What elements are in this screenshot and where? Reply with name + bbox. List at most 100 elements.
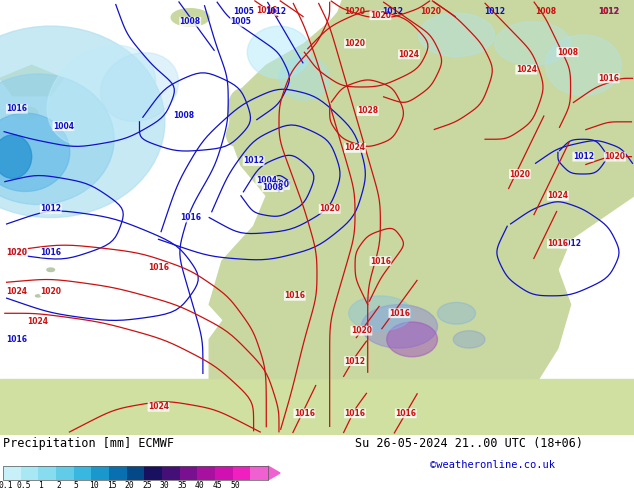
Ellipse shape: [36, 295, 41, 297]
Bar: [250, 466, 268, 480]
Text: 1008: 1008: [262, 183, 283, 192]
Text: 35: 35: [178, 481, 187, 490]
Text: 2: 2: [56, 481, 61, 490]
Text: 1024: 1024: [27, 318, 49, 326]
Bar: [91, 466, 109, 480]
Ellipse shape: [387, 322, 437, 357]
Text: 1008: 1008: [173, 111, 195, 120]
Text: 1020: 1020: [319, 204, 340, 213]
Bar: [127, 466, 145, 480]
Text: 1016: 1016: [6, 335, 27, 344]
Text: 1020: 1020: [370, 11, 391, 20]
Bar: [109, 466, 127, 480]
Text: 1028: 1028: [357, 106, 378, 116]
Text: 1016: 1016: [6, 104, 27, 113]
Text: 1020: 1020: [604, 152, 626, 161]
Bar: [179, 466, 197, 480]
Text: Precipitation [mm] ECMWF: Precipitation [mm] ECMWF: [3, 437, 174, 450]
Text: 5: 5: [74, 481, 79, 490]
Text: 1020: 1020: [344, 39, 366, 48]
Text: 1012: 1012: [344, 357, 366, 366]
Text: 1020: 1020: [420, 6, 442, 16]
Text: 1008: 1008: [179, 17, 201, 26]
Ellipse shape: [100, 53, 179, 122]
Bar: [0, 379, 634, 435]
Text: 1020: 1020: [509, 170, 531, 178]
Text: 10: 10: [89, 481, 99, 490]
Ellipse shape: [0, 74, 114, 204]
Bar: [3, 466, 268, 480]
Polygon shape: [209, 0, 634, 379]
Text: 1012: 1012: [560, 239, 581, 248]
Text: 1000: 1000: [268, 180, 290, 190]
Text: Su 26-05-2024 21..00 UTC (18+06): Su 26-05-2024 21..00 UTC (18+06): [355, 437, 583, 450]
Ellipse shape: [545, 35, 621, 96]
Bar: [233, 466, 250, 480]
Text: 50: 50: [230, 481, 240, 490]
Text: 1024: 1024: [515, 65, 537, 74]
Text: 1016: 1016: [40, 248, 61, 257]
Polygon shape: [268, 466, 280, 480]
Text: ©weatheronline.co.uk: ©weatheronline.co.uk: [430, 460, 555, 470]
Text: 1016: 1016: [256, 6, 277, 15]
Text: 15: 15: [107, 481, 117, 490]
Text: 1016: 1016: [547, 239, 569, 248]
Ellipse shape: [47, 45, 156, 146]
Bar: [145, 466, 162, 480]
Bar: [215, 466, 233, 480]
Text: 0.5: 0.5: [16, 481, 30, 490]
Text: 1024: 1024: [398, 50, 420, 59]
Text: 1016: 1016: [284, 292, 306, 300]
Text: 1005: 1005: [231, 17, 251, 26]
Ellipse shape: [13, 107, 38, 120]
Text: 1012: 1012: [382, 6, 404, 16]
Text: 1012: 1012: [243, 156, 264, 166]
Bar: [162, 466, 179, 480]
Bar: [197, 466, 215, 480]
Text: 20: 20: [124, 481, 134, 490]
Text: 1016: 1016: [294, 409, 315, 418]
Bar: [38, 466, 56, 480]
Text: 1012: 1012: [484, 6, 505, 16]
Text: 1008: 1008: [557, 48, 578, 57]
Text: 1012: 1012: [598, 6, 619, 16]
Ellipse shape: [361, 305, 437, 348]
Ellipse shape: [418, 13, 495, 56]
Ellipse shape: [228, 89, 254, 128]
Text: 1008: 1008: [534, 6, 556, 16]
Bar: [3, 466, 21, 480]
Ellipse shape: [0, 113, 70, 192]
Text: 1020: 1020: [40, 287, 61, 296]
Text: 40: 40: [195, 481, 205, 490]
Text: 1016: 1016: [389, 309, 410, 318]
Polygon shape: [0, 65, 63, 96]
Polygon shape: [209, 313, 241, 379]
Bar: [74, 466, 91, 480]
Text: 0.1: 0.1: [0, 481, 13, 490]
Ellipse shape: [495, 22, 571, 65]
Text: 1016: 1016: [598, 74, 619, 83]
Text: 1020: 1020: [344, 6, 366, 16]
Text: 45: 45: [213, 481, 223, 490]
Text: 1004: 1004: [53, 122, 74, 131]
Ellipse shape: [171, 9, 209, 26]
Text: 1004: 1004: [256, 176, 277, 185]
Text: 1020: 1020: [6, 248, 27, 257]
Text: 1: 1: [39, 481, 43, 490]
Bar: [56, 466, 74, 480]
Ellipse shape: [0, 26, 165, 218]
Ellipse shape: [437, 302, 476, 324]
Text: 1024: 1024: [148, 402, 169, 411]
Ellipse shape: [226, 124, 242, 146]
Text: 30: 30: [160, 481, 169, 490]
Ellipse shape: [0, 135, 32, 178]
Text: 25: 25: [142, 481, 152, 490]
Text: 1016: 1016: [395, 409, 417, 418]
Ellipse shape: [279, 56, 330, 100]
Polygon shape: [317, 0, 380, 74]
Text: 1024: 1024: [6, 287, 27, 296]
Bar: [21, 466, 38, 480]
Text: 1016: 1016: [6, 248, 27, 257]
Ellipse shape: [453, 331, 485, 348]
Ellipse shape: [47, 268, 55, 271]
